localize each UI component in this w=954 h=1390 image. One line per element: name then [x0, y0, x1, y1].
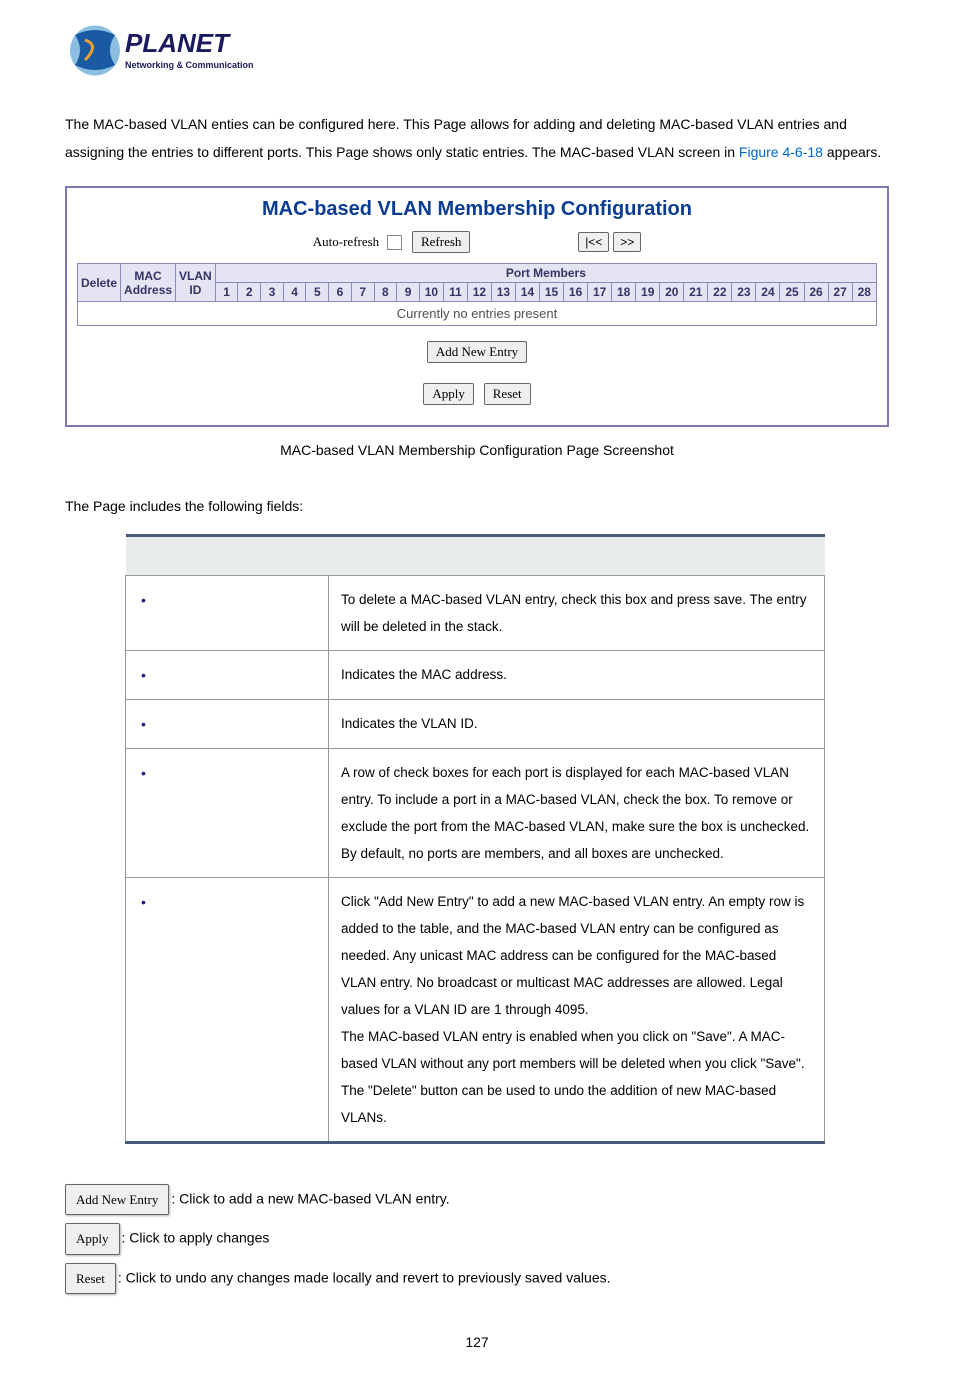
col-mac: MAC Address — [121, 264, 176, 302]
port-num-14: 14 — [515, 283, 539, 302]
auto-refresh-checkbox[interactable] — [387, 235, 402, 250]
field-bullet: • — [126, 749, 329, 878]
apply-desc-row: Apply: Click to apply changes — [65, 1223, 889, 1254]
reset-button[interactable]: Reset — [484, 383, 531, 405]
apply-button[interactable]: Apply — [423, 383, 474, 405]
port-num-25: 25 — [780, 283, 804, 302]
no-entries-cell: Currently no entries present — [78, 302, 877, 326]
field-bullet: • — [126, 651, 329, 700]
port-num-26: 26 — [804, 283, 828, 302]
field-bullet: • — [126, 700, 329, 749]
port-num-15: 15 — [540, 283, 564, 302]
port-num-3: 3 — [261, 283, 284, 302]
port-num-17: 17 — [588, 283, 612, 302]
port-num-9: 9 — [397, 283, 420, 302]
svg-text:Networking & Communication: Networking & Communication — [125, 60, 254, 70]
port-num-2: 2 — [238, 283, 261, 302]
port-num-28: 28 — [852, 283, 876, 302]
reset-desc: : Click to undo any changes made locally… — [118, 1269, 611, 1285]
field-desc: Indicates the MAC address. — [329, 651, 825, 700]
port-num-10: 10 — [419, 283, 443, 302]
port-num-7: 7 — [351, 283, 374, 302]
refresh-row: Auto-refresh Refresh |<< >> — [67, 231, 887, 253]
port-num-4: 4 — [283, 283, 306, 302]
field-bullet: • — [126, 576, 329, 651]
page-number: 127 — [65, 1334, 889, 1350]
add-new-entry-desc-row: Add New Entry: Click to add a new MAC-ba… — [65, 1184, 889, 1215]
field-desc: A row of check boxes for each port is di… — [329, 749, 825, 878]
fields-table: •To delete a MAC-based VLAN entry, check… — [125, 534, 825, 1144]
port-members-header: Port Members — [215, 264, 876, 283]
port-num-5: 5 — [306, 283, 329, 302]
reset-desc-row: Reset: Click to undo any changes made lo… — [65, 1263, 889, 1294]
port-num-21: 21 — [684, 283, 708, 302]
nav-prev-button[interactable]: |<< — [578, 232, 609, 252]
reset-graphic: Reset — [65, 1263, 116, 1294]
apply-desc: : Click to apply changes — [122, 1230, 270, 1246]
port-num-12: 12 — [467, 283, 491, 302]
field-desc: Click "Add New Entry" to add a new MAC-b… — [329, 878, 825, 1143]
col-vlan: VLAN ID — [176, 264, 216, 302]
svg-text:PLANET: PLANET — [125, 28, 231, 58]
port-num-19: 19 — [636, 283, 660, 302]
port-num-24: 24 — [756, 283, 780, 302]
logo: PLANET Networking & Communication — [65, 20, 889, 80]
intro-text-1: The MAC-based VLAN enties can be configu… — [65, 116, 847, 160]
port-num-13: 13 — [491, 283, 515, 302]
port-num-11: 11 — [443, 283, 467, 302]
panel-title: MAC-based VLAN Membership Configuration — [67, 198, 887, 221]
port-num-22: 22 — [708, 283, 732, 302]
port-table: Delete MAC Address VLAN ID Port Members … — [77, 263, 877, 326]
apply-graphic: Apply — [65, 1223, 120, 1254]
add-new-entry-graphic: Add New Entry — [65, 1184, 169, 1215]
add-new-entry-button[interactable]: Add New Entry — [427, 341, 527, 363]
fields-intro: The Page includes the following fields: — [65, 498, 889, 514]
auto-refresh-label: Auto-refresh — [313, 234, 379, 249]
field-desc: Indicates the VLAN ID. — [329, 700, 825, 749]
screenshot-caption: MAC-based VLAN Membership Configuration … — [65, 442, 889, 458]
port-num-8: 8 — [374, 283, 397, 302]
port-num-16: 16 — [564, 283, 588, 302]
port-num-23: 23 — [732, 283, 756, 302]
add-new-entry-desc: : Click to add a new MAC-based VLAN entr… — [171, 1190, 449, 1206]
intro-text-2: appears. — [823, 144, 881, 160]
col-delete: Delete — [78, 264, 121, 302]
field-desc: To delete a MAC-based VLAN entry, check … — [329, 576, 825, 651]
field-bullet: • — [126, 878, 329, 1143]
port-num-6: 6 — [329, 283, 352, 302]
port-num-1: 1 — [215, 283, 238, 302]
refresh-button[interactable]: Refresh — [412, 231, 470, 253]
port-num-27: 27 — [828, 283, 852, 302]
port-num-20: 20 — [660, 283, 684, 302]
port-num-18: 18 — [612, 283, 636, 302]
config-panel: MAC-based VLAN Membership Configuration … — [65, 186, 889, 427]
intro-paragraph: The MAC-based VLAN enties can be configu… — [65, 110, 889, 166]
figure-link: Figure 4-6-18 — [739, 144, 823, 160]
nav-next-button[interactable]: >> — [613, 232, 641, 252]
